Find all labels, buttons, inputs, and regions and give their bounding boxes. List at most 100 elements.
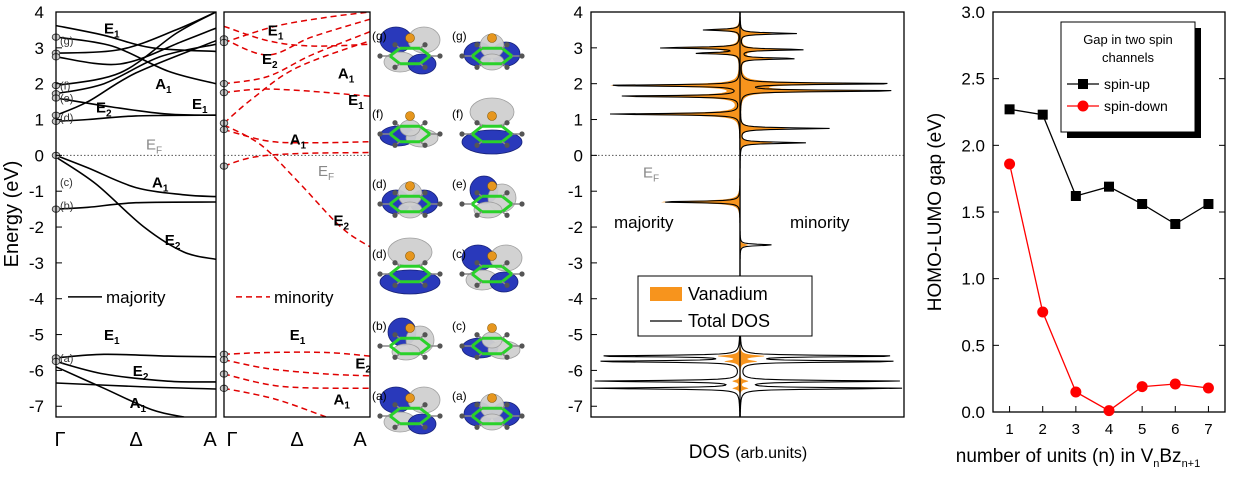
hydrogen-atom (422, 354, 428, 360)
orbital-label-left: (g) (372, 29, 387, 43)
majority-symmetry-label: E2 (165, 232, 181, 252)
minority-band-1 (224, 18, 370, 56)
carbon-bond (389, 54, 401, 65)
carbon-bond (389, 195, 401, 206)
majority-band-5 (56, 43, 216, 95)
carbon-bond (419, 47, 431, 58)
energy-axis-label: Energy (eV) (1, 161, 23, 268)
carbon-bond (501, 47, 513, 58)
hydrogen-atom (392, 332, 398, 338)
hydrogen-atom (392, 190, 398, 196)
gap-y-tick-label: 3.0 (961, 3, 985, 22)
spin-down-line (1008, 163, 1209, 412)
hydrogen-atom (474, 354, 480, 360)
gap-legend-title-cont: channels (1102, 50, 1155, 65)
energy-tick-label: -4 (29, 290, 44, 309)
carbon-bond (501, 272, 513, 283)
hydrogen-atom (392, 402, 398, 408)
spin-down-point (1169, 378, 1181, 390)
gap-y-axis-label: HOMO-LUMO gap (eV) (925, 113, 946, 311)
orbital-label-left: (b) (372, 319, 387, 333)
majority-band-8 (56, 114, 216, 123)
carbon-bond (471, 54, 483, 65)
orbital-label-right: (a) (452, 389, 467, 403)
hydrogen-atom (437, 343, 443, 349)
k-point-label: A (203, 429, 217, 451)
carbon-bond (419, 414, 431, 425)
hydrogen-atom (474, 42, 480, 48)
gap-chart: 0.0 0.5 1.0 1.5 2.0 2.5 3.0 1 2 3 4 5 6 7 Gap in two s… (925, 3, 1226, 470)
minority-symmetry-label: E2 (355, 356, 371, 376)
hydrogen-atom (377, 53, 383, 59)
hydrogen-atom (459, 53, 465, 59)
majority-symmetry-label: E2 (96, 99, 112, 119)
energy-tick-label: -6 (29, 361, 44, 380)
carbon-bond (471, 132, 483, 143)
energy-tick-label: -3 (29, 254, 44, 273)
hydrogen-atom (504, 142, 510, 148)
minority-band-7 (224, 151, 370, 167)
carbon-bond (471, 272, 483, 283)
spin-down-series (1004, 158, 1214, 417)
dos-tick-label: 0 (574, 146, 583, 165)
vanadium-legend-swatch (650, 287, 682, 301)
hydrogen-atom (377, 271, 383, 277)
majority-band-4 (56, 12, 216, 87)
spin-up-legend-text: spin-up (1104, 76, 1150, 92)
minority-symmetry-label: E1 (348, 92, 364, 112)
carbon-bond (501, 202, 513, 213)
hydrogen-atom (474, 402, 480, 408)
hydrogen-atom (422, 212, 428, 218)
spin-up-legend-marker (1078, 79, 1088, 89)
gap-x-axis-label: number of units (n) in VnBzn+1 (956, 446, 1200, 470)
spin-up-point (1137, 199, 1148, 209)
carbon-bond (389, 407, 401, 418)
minority-band-11 (224, 373, 370, 390)
energy-tick-label: -1 (29, 182, 44, 201)
hydrogen-atom (377, 343, 383, 349)
hydrogen-atom (504, 42, 510, 48)
hydrogen-atom (519, 201, 525, 207)
carbon-bond (389, 344, 401, 355)
orbital-label-left: (d) (372, 177, 387, 191)
gap-legend: Gap in two spin channels spin-up spin-down (1060, 21, 1201, 138)
spin-down-point (1202, 382, 1214, 394)
dos-axis-label: DOS (arb.units) (689, 442, 807, 463)
carbon-bond (389, 272, 401, 283)
hydrogen-atom (459, 271, 465, 277)
spin-up-point (1004, 104, 1015, 115)
hydrogen-atom (504, 120, 510, 126)
gap-x-tick-label: 2 (1039, 421, 1047, 438)
hydrogen-atom (392, 424, 398, 430)
carbon-bond (419, 125, 431, 136)
gap-x-tick-label: 4 (1105, 421, 1113, 438)
hydrogen-atom (437, 53, 443, 59)
orbital-label-right: (f) (452, 107, 463, 121)
dos-tick-label: 4 (574, 3, 583, 22)
band-curves (56, 12, 216, 417)
hydrogen-atom (459, 131, 465, 137)
hydrogen-atom (392, 282, 398, 288)
gap-x-tick-label: 7 (1204, 421, 1212, 438)
orbital-isosurface-panel: (g) (g) (f) (f) (d) (e) (d) (c) (b) (c) (a) (a) (372, 26, 525, 435)
spin-down-point (1070, 386, 1082, 398)
dos-majority-label: majority (614, 213, 674, 232)
gap-x-tick-label: 1 (1005, 421, 1013, 438)
carbon-bond (419, 344, 431, 355)
hydrogen-atom (474, 142, 480, 148)
hydrogen-atom (504, 402, 510, 408)
dos-frame (590, 11, 905, 418)
orbital-lobe-negative (479, 413, 505, 431)
carbon-bond (501, 337, 513, 348)
majority-symmetry-label: A1 (152, 175, 169, 195)
orbital-label-right: (c) (452, 247, 466, 261)
minority-band-6 (224, 128, 370, 144)
energy-tick-label: 1 (35, 111, 44, 130)
vanadium-atom (405, 33, 415, 43)
majority-state-label: (e) (60, 93, 73, 105)
majority-band-10 (56, 201, 216, 210)
hydrogen-atom (392, 142, 398, 148)
orbital-label-left: (a) (372, 389, 387, 403)
hydrogen-atom (422, 260, 428, 266)
